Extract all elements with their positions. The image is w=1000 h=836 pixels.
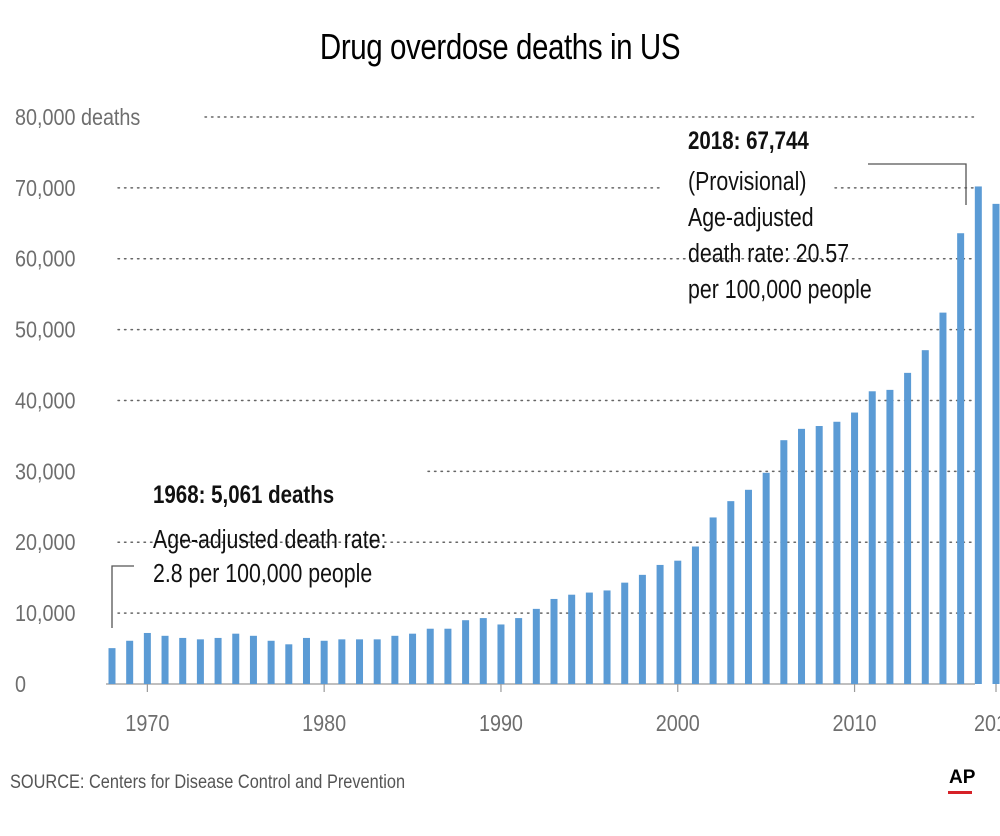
leader-line-2018: [868, 163, 967, 205]
bar-2011: [868, 391, 876, 684]
ap-logo-underline: [948, 791, 972, 794]
x-tick-label: 2010: [833, 711, 877, 737]
bar-1984: [391, 635, 399, 684]
bar-1976: [249, 635, 257, 684]
bar-1996: [603, 590, 611, 684]
y-tick-label: 40,000: [15, 388, 76, 414]
bar-2018: [992, 203, 1000, 685]
bar-1997: [621, 582, 629, 684]
bar-2002: [709, 517, 717, 684]
y-tick-label: 30,000: [15, 459, 76, 485]
bar-1981: [338, 639, 346, 684]
source-note: SOURCE: Centers for Disease Control and …: [10, 772, 406, 793]
x-tick-label: 2000: [656, 711, 700, 737]
bar-2009: [833, 421, 841, 684]
x-tick-label: 1980: [302, 711, 346, 737]
bar-1968: [108, 648, 116, 684]
bar-1971: [161, 635, 169, 684]
leader-line-1968: [111, 565, 134, 628]
bar-1982: [356, 639, 364, 684]
bar-1979: [302, 637, 310, 684]
bar-1983: [373, 639, 381, 684]
bar-1991: [515, 618, 523, 684]
bar-2012: [886, 389, 894, 684]
bar-1970: [143, 632, 151, 684]
annotation-2018-line: Age-adjusted: [688, 203, 814, 233]
bar-1973: [196, 639, 204, 684]
bar-2004: [744, 489, 752, 684]
bar-2005: [762, 472, 770, 684]
y-tick-label: 80,000 deaths: [15, 105, 140, 131]
bar-2010: [851, 412, 859, 684]
bar-1994: [568, 594, 576, 684]
annotation-2018-line: death rate: 20.57: [688, 239, 849, 269]
bar-1989: [479, 618, 487, 684]
bar-2001: [691, 546, 699, 684]
chart-title: Drug overdose deaths in US: [319, 26, 681, 67]
bar-1975: [232, 633, 240, 684]
y-tick-label: 60,000: [15, 246, 76, 272]
annotation-2018-line: per 100,000 people: [688, 275, 872, 305]
annotation-1968-heading: 1968: 5,061 deaths: [153, 480, 334, 508]
bar-1988: [462, 620, 470, 684]
y-tick-label: 50,000: [15, 317, 76, 343]
bar-1999: [656, 564, 664, 684]
annotation-1968-line: Age-adjusted death rate:: [153, 525, 386, 555]
annotation-2018-heading: 2018: 67,744: [688, 126, 809, 154]
bar-1969: [126, 640, 134, 684]
y-tick-label: 0: [15, 672, 26, 698]
bar-1977: [267, 640, 275, 684]
y-tick-label: 10,000: [15, 601, 76, 627]
bar-2017: [974, 186, 982, 684]
bar-1998: [638, 574, 646, 684]
bar-2008: [815, 426, 823, 684]
bar-2013: [904, 372, 912, 684]
x-tick-label: 2018: [974, 711, 1000, 737]
bar-1992: [532, 608, 540, 684]
bar-2016: [957, 233, 965, 685]
x-tick-label: 1970: [125, 711, 169, 737]
bar-1995: [585, 592, 593, 684]
annotation-2018-line: (Provisional): [688, 167, 806, 197]
bar-2006: [780, 440, 788, 684]
bar-1980: [320, 640, 328, 684]
ap-logo: AP: [949, 767, 976, 788]
bar-2015: [939, 312, 947, 684]
bar-2000: [674, 560, 682, 684]
bar-1990: [497, 624, 505, 684]
bar-1987: [444, 628, 452, 684]
bar-2003: [727, 501, 735, 684]
bar-1993: [550, 598, 558, 684]
annotation-1968-line: 2.8 per 100,000 people: [153, 559, 372, 589]
bar-2007: [798, 428, 806, 684]
bar-1986: [426, 628, 434, 684]
bar-1974: [214, 637, 222, 684]
y-tick-label: 70,000: [15, 176, 76, 202]
bar-1972: [179, 637, 187, 684]
y-tick-label: 20,000: [15, 530, 76, 556]
bar-1985: [409, 633, 417, 684]
bar-1978: [285, 644, 293, 684]
bar-2014: [921, 350, 929, 684]
x-tick-label: 1990: [479, 711, 523, 737]
